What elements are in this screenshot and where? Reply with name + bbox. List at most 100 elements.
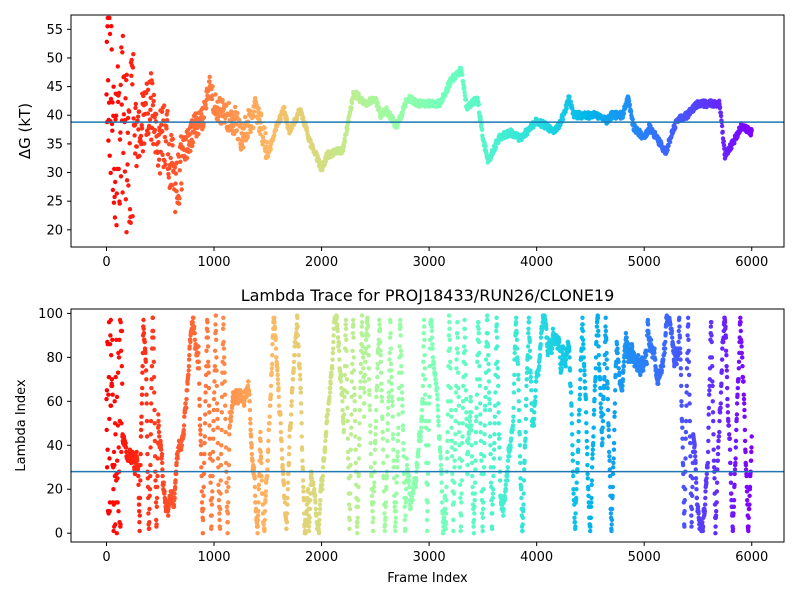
lambda-point [709, 333, 714, 338]
lambda-point [378, 339, 383, 345]
x-tick-label: 5000 [628, 255, 661, 270]
lambda-point [391, 436, 396, 441]
lambda-point [210, 458, 215, 463]
lambda-point [592, 383, 598, 389]
lambda-point [451, 517, 456, 523]
lambda-point [188, 339, 193, 345]
lambda-point [459, 500, 464, 505]
lambda-point [402, 504, 407, 509]
lambda-point [202, 451, 207, 457]
lambda-point [596, 333, 601, 338]
lambda-point [186, 372, 191, 378]
lambda-point [386, 405, 391, 411]
lambda-point [491, 465, 496, 470]
lambda-point [275, 381, 281, 386]
lambda-point [104, 388, 110, 393]
lambda-point [211, 418, 216, 424]
lambda-point [398, 324, 403, 329]
delta-g-point [178, 159, 183, 164]
lambda-point [679, 399, 684, 404]
lambda-point [606, 427, 611, 433]
lambda-point [403, 513, 408, 518]
lambda-point [735, 392, 740, 397]
delta-g-point [174, 160, 179, 165]
lambda-point [320, 473, 326, 479]
lambda-point [590, 456, 595, 461]
lambda-point [290, 377, 296, 382]
lambda-point [600, 436, 605, 441]
lambda-point [497, 436, 502, 441]
delta-g-point [132, 133, 137, 138]
lambda-point [115, 458, 120, 463]
lambda-point [514, 331, 519, 336]
lambda-point [385, 438, 390, 444]
lambda-point [439, 480, 444, 485]
delta-g-point [177, 168, 182, 173]
lambda-point [463, 372, 468, 378]
lambda-point [259, 460, 264, 466]
lambda-point [306, 528, 312, 534]
lambda-point [734, 412, 740, 417]
lambda-point [537, 353, 543, 358]
delta-g-point [126, 183, 131, 188]
delta-g-point [162, 158, 167, 164]
lambda-point [393, 515, 398, 520]
lambda-point [512, 372, 517, 378]
lambda-point [732, 482, 737, 487]
lambda-point [344, 377, 350, 382]
delta-g-point [187, 132, 192, 137]
lambda-point [522, 458, 527, 463]
lambda-point [532, 410, 537, 415]
lambda-point [605, 396, 610, 402]
lambda-point [398, 348, 404, 353]
lambda-point [390, 403, 395, 408]
lambda-point [717, 429, 722, 435]
lambda-point [411, 489, 416, 494]
lambda-point [335, 328, 340, 334]
lambda-point [156, 418, 161, 424]
delta-g-point [235, 110, 240, 116]
lambda-point [403, 495, 409, 501]
lambda-point [586, 487, 591, 492]
lambda-point [255, 524, 260, 529]
delta-g-point [150, 103, 156, 108]
lambda-point [525, 366, 530, 371]
lambda-point [596, 361, 602, 367]
lambda-point [222, 392, 228, 397]
lambda-point [343, 326, 349, 331]
lambda-point [138, 478, 143, 483]
lambda-point [514, 315, 519, 320]
lambda-point [688, 454, 693, 459]
lambda-point [355, 498, 361, 503]
lambda-point [483, 385, 488, 391]
lambda-point [690, 476, 695, 481]
lambda-point [200, 531, 205, 536]
lambda-point [298, 401, 304, 406]
lambda-point [388, 320, 393, 325]
lambda-point [313, 500, 318, 505]
lambda-point [245, 383, 251, 389]
lambda-point [148, 445, 153, 450]
lambda-point [107, 416, 112, 422]
lambda-point [144, 418, 150, 424]
lambda-point [395, 458, 400, 463]
lambda-point [247, 399, 252, 404]
lambda-point [295, 333, 301, 338]
lambda-point [141, 326, 146, 331]
lambda-point [330, 357, 335, 362]
delta-g-point [732, 141, 737, 146]
lambda-point [572, 520, 578, 525]
lambda-point [206, 359, 211, 364]
lambda-point [344, 364, 349, 369]
lambda-point [661, 357, 666, 362]
lambda-point [659, 368, 664, 373]
lambda-point [710, 399, 715, 404]
lambda-point [287, 445, 292, 450]
delta-g-point [729, 146, 734, 151]
lambda-point [503, 482, 508, 487]
lambda-point [431, 366, 437, 371]
lambda-point [362, 372, 368, 378]
lambda-point [320, 482, 325, 487]
lambda-point [589, 465, 595, 470]
lambda-point [223, 445, 229, 450]
